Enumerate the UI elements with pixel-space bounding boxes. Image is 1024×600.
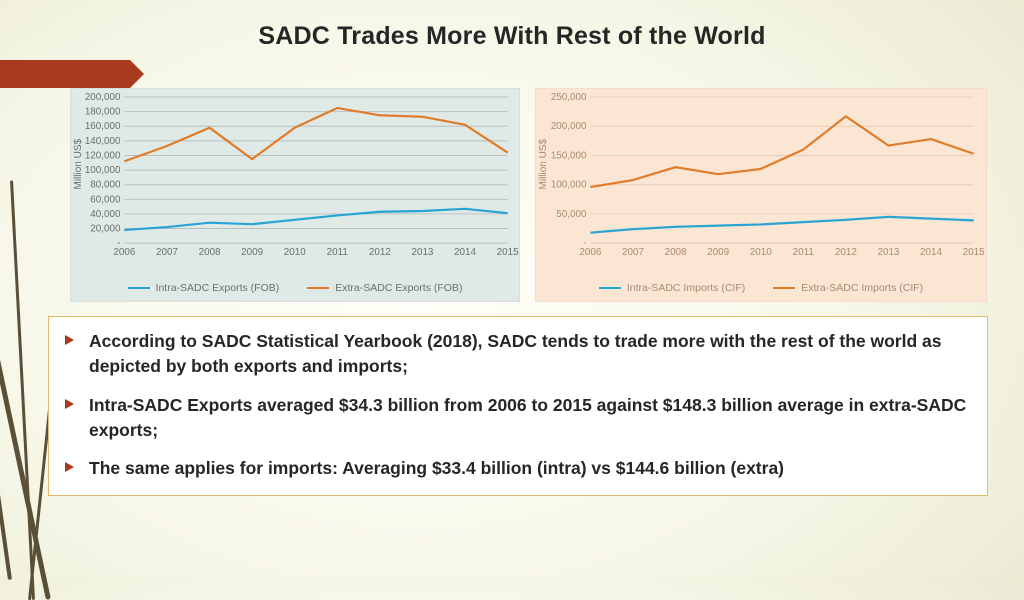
svg-text:2011: 2011 [327,247,348,258]
svg-text:200,000: 200,000 [85,92,121,103]
imports-plot-area: -50,000100,000150,000200,000250,00020062… [588,97,976,257]
legend-label: Intra-SADC Imports (CIF) [627,282,745,294]
legend-label: Intra-SADC Exports (FOB) [156,282,280,294]
svg-text:20,000: 20,000 [90,224,121,235]
svg-text:250,000: 250,000 [551,92,587,103]
exports-legend-item-extra: Extra-SADC Exports (FOB) [307,279,462,297]
svg-text:2007: 2007 [156,247,178,258]
exports-legend-item-intra: Intra-SADC Exports (FOB) [128,279,280,297]
svg-text:80,000: 80,000 [90,180,121,191]
svg-text:2011: 2011 [793,247,814,258]
svg-text:60,000: 60,000 [90,194,121,205]
legend-swatch [599,287,621,290]
svg-text:180,000: 180,000 [85,107,121,118]
svg-text:2006: 2006 [579,247,601,258]
slide-title: SADC Trades More With Rest of the World [0,22,1024,51]
svg-text:2012: 2012 [835,247,857,258]
svg-text:40,000: 40,000 [90,209,121,220]
exports-legend: Intra-SADC Exports (FOB) Extra-SADC Expo… [71,279,519,297]
svg-text:2006: 2006 [113,247,135,258]
svg-text:100,000: 100,000 [551,180,587,191]
svg-text:2009: 2009 [241,247,263,258]
svg-text:2015: 2015 [963,247,985,258]
svg-text:2007: 2007 [622,247,644,258]
svg-text:140,000: 140,000 [85,136,121,147]
svg-text:100,000: 100,000 [85,165,121,176]
exports-plot-area: -20,00040,00060,00080,000100,000120,0001… [123,97,509,257]
imports-legend: Intra-SADC Imports (CIF) Extra-SADC Impo… [536,279,986,297]
exports-y-axis-label: Million US$ [73,139,84,190]
exports-chart: Million US$ -20,00040,00060,00080,000100… [70,88,520,302]
imports-chart: Million US$ -50,000100,000150,000200,000… [535,88,987,302]
svg-text:160,000: 160,000 [85,121,121,132]
svg-text:2008: 2008 [199,247,221,258]
svg-text:2013: 2013 [411,247,433,258]
svg-text:2008: 2008 [665,247,687,258]
svg-text:200,000: 200,000 [551,121,587,132]
svg-text:2009: 2009 [707,247,729,258]
legend-swatch [773,287,795,290]
bullet-item: Intra-SADC Exports averaged $34.3 billio… [89,393,971,443]
legend-label: Extra-SADC Exports (FOB) [335,282,462,294]
bullet-item: The same applies for imports: Averaging … [89,456,971,481]
bullet-list: According to SADC Statistical Yearbook (… [48,316,988,496]
svg-text:50,000: 50,000 [556,209,587,220]
svg-text:2010: 2010 [750,247,772,258]
svg-text:150,000: 150,000 [551,150,587,161]
bullet-item: According to SADC Statistical Yearbook (… [89,329,971,379]
svg-text:2015: 2015 [497,247,519,258]
svg-text:2014: 2014 [454,247,476,258]
legend-swatch [307,287,329,290]
decorative-twig [10,180,35,600]
svg-text:120,000: 120,000 [85,150,121,161]
svg-text:2010: 2010 [284,247,306,258]
imports-y-axis-label: Million US$ [538,139,549,190]
svg-text:2013: 2013 [877,247,899,258]
accent-ribbon [0,60,130,88]
imports-legend-item-extra: Extra-SADC Imports (CIF) [773,279,923,297]
legend-swatch [128,287,150,290]
imports-legend-item-intra: Intra-SADC Imports (CIF) [599,279,745,297]
svg-text:2014: 2014 [920,247,942,258]
svg-text:2012: 2012 [369,247,391,258]
legend-label: Extra-SADC Imports (CIF) [801,282,923,294]
